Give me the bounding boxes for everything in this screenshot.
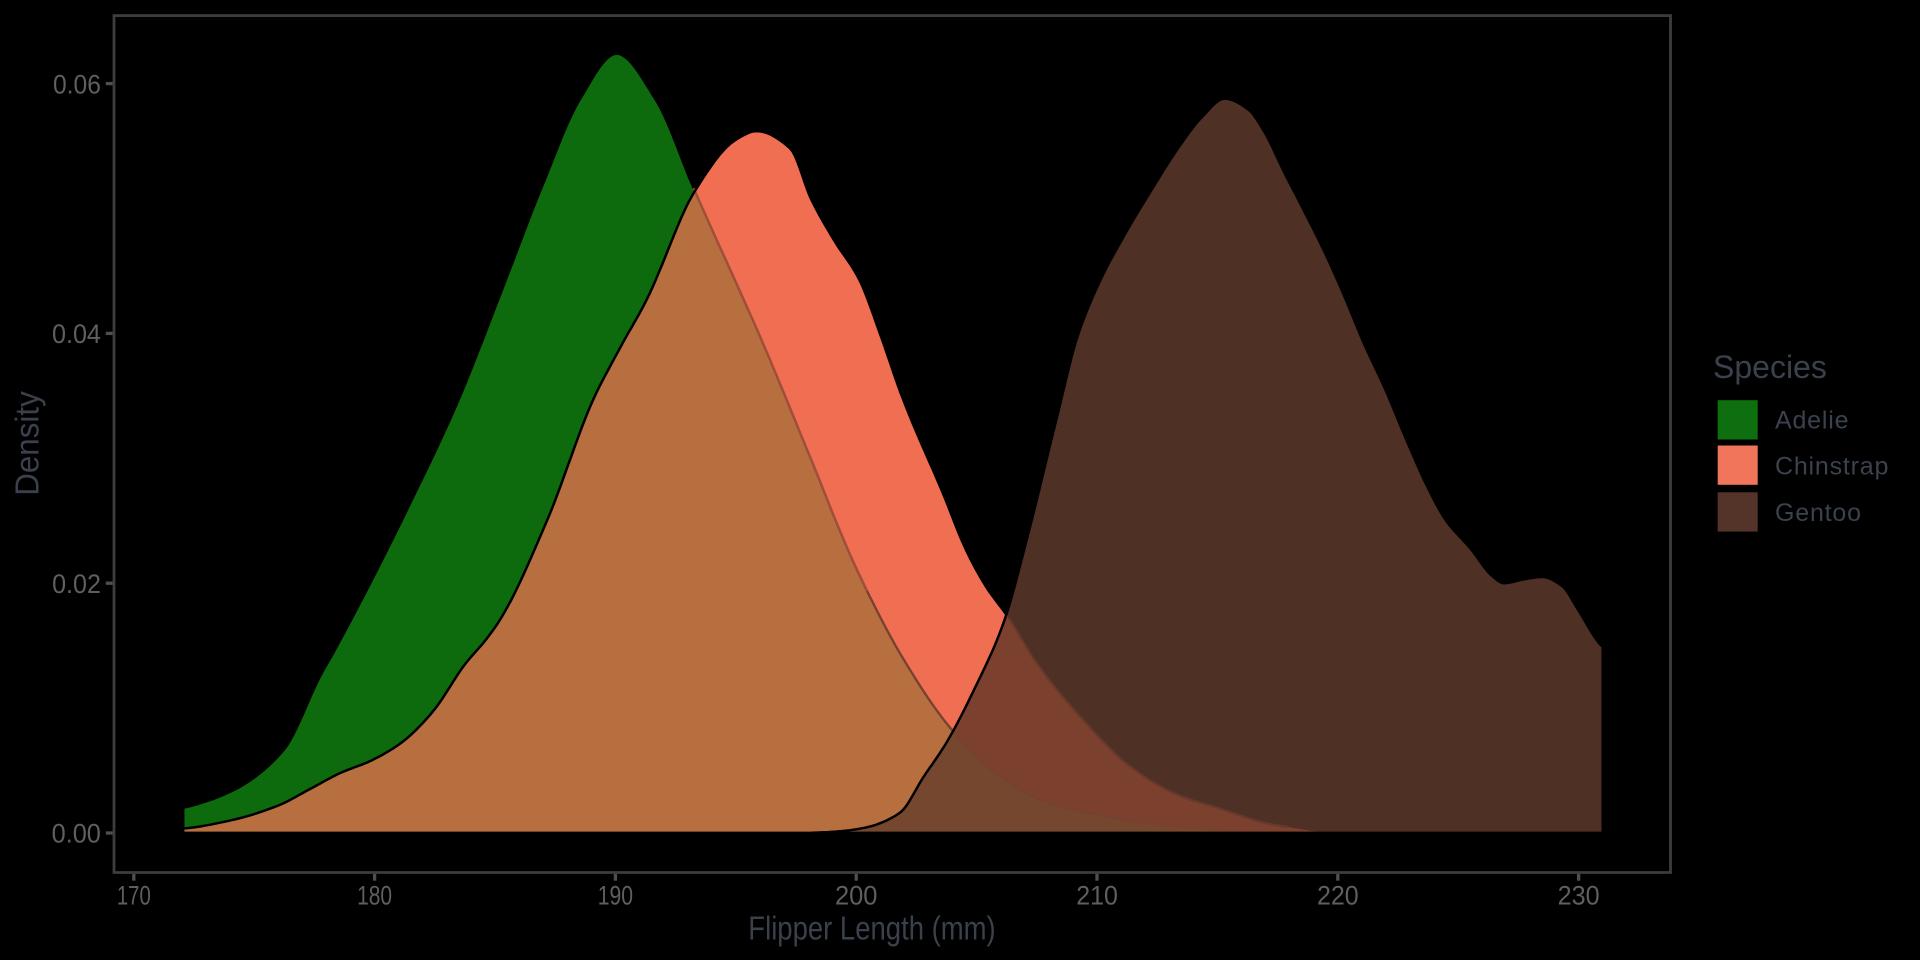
svg-text:Adelie: Adelie — [1775, 407, 1849, 435]
svg-text:180: 180 — [357, 881, 392, 911]
svg-text:Gentoo: Gentoo — [1775, 499, 1862, 527]
svg-text:190: 190 — [598, 881, 633, 911]
svg-text:170: 170 — [117, 881, 151, 912]
svg-text:210: 210 — [1076, 879, 1118, 910]
svg-text:0.02: 0.02 — [52, 568, 101, 599]
svg-text:230: 230 — [1558, 880, 1600, 911]
svg-text:0.06: 0.06 — [53, 70, 101, 99]
svg-text:Flipper Length (mm): Flipper Length (mm) — [748, 911, 995, 947]
svg-text:Species: Species — [1713, 349, 1827, 385]
svg-text:200: 200 — [835, 880, 877, 911]
svg-text:0.00: 0.00 — [52, 818, 101, 849]
svg-text:Density: Density — [9, 390, 46, 495]
svg-text:0.04: 0.04 — [52, 318, 101, 349]
svg-text:220: 220 — [1317, 879, 1359, 910]
svg-text:Chinstrap: Chinstrap — [1775, 453, 1889, 481]
